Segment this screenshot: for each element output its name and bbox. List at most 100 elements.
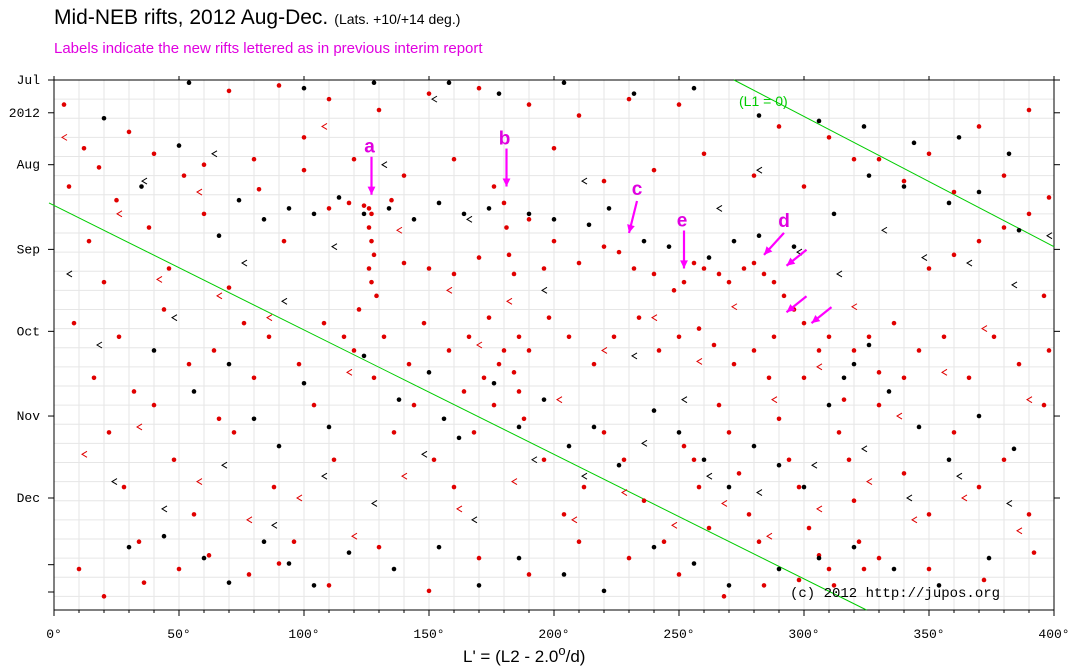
red-point: [591, 361, 597, 367]
black-point: [701, 457, 707, 463]
red-point: [621, 457, 627, 463]
black-point: [386, 206, 392, 211]
red-open-marker: [196, 188, 203, 196]
red-point: [116, 334, 122, 340]
red-open-marker: [866, 478, 873, 486]
red-open-marker: [896, 412, 903, 420]
red-point: [326, 206, 332, 211]
rift-arrow-extra-head: [786, 257, 796, 266]
black-point: [976, 413, 982, 419]
red-point: [796, 577, 802, 583]
black-point: [641, 238, 647, 244]
red-point: [326, 96, 332, 102]
chart-title: Mid-NEB rifts, 2012 Aug-Dec. (Lats. +10/+…: [54, 6, 460, 30]
red-point: [271, 484, 277, 490]
rift-label-c: c: [632, 179, 643, 200]
black-point: [276, 443, 282, 449]
black-point: [516, 555, 522, 561]
red-point: [856, 539, 862, 545]
black-point: [916, 424, 922, 430]
black-open-marker: [681, 396, 688, 404]
red-open-marker: [556, 396, 563, 404]
black-point: [346, 550, 352, 555]
red-point: [551, 238, 557, 244]
black-point: [591, 424, 597, 430]
red-point: [171, 457, 177, 463]
black-point: [541, 397, 547, 402]
red-point: [426, 588, 432, 594]
red-point: [786, 457, 792, 463]
red-open-marker: [116, 210, 123, 218]
red-point: [446, 348, 452, 353]
red-point: [751, 348, 757, 353]
rift-arrow-extra-head: [786, 304, 796, 313]
red-open-marker: [136, 423, 143, 431]
red-point: [66, 184, 72, 189]
red-point: [651, 271, 657, 277]
black-point: [426, 370, 432, 375]
l1-line: [733, 79, 1055, 248]
red-open-marker: [571, 516, 578, 524]
black-open-marker: [1006, 500, 1013, 507]
black-point: [726, 484, 732, 490]
red-point: [891, 320, 897, 326]
red-point: [721, 594, 727, 599]
black-open-marker: [221, 461, 228, 469]
red-point: [826, 334, 832, 340]
black-point: [776, 462, 782, 468]
red-point: [411, 402, 417, 408]
black-point: [831, 211, 837, 217]
black-point: [446, 80, 452, 86]
red-point: [131, 389, 137, 394]
red-point: [711, 342, 717, 348]
black-open-marker: [431, 95, 438, 103]
red-point: [981, 577, 987, 583]
rift-arrow-b-head: [502, 178, 511, 187]
black-point: [1016, 227, 1022, 233]
red-point: [71, 320, 77, 326]
red-open-marker: [766, 532, 773, 540]
red-point: [241, 320, 247, 326]
red-point: [876, 402, 882, 408]
black-point: [496, 91, 502, 96]
red-point: [851, 498, 857, 504]
red-point: [751, 173, 757, 178]
red-open-marker: [961, 494, 968, 502]
black-point: [986, 555, 992, 561]
red-point: [176, 566, 182, 572]
black-point: [491, 380, 497, 386]
black-point: [751, 443, 757, 449]
black-open-marker: [966, 259, 973, 267]
black-open-marker: [1011, 281, 1018, 289]
red-point: [1041, 293, 1047, 299]
black-point: [561, 572, 567, 577]
red-point: [431, 457, 437, 463]
red-point: [231, 430, 237, 435]
black-open-marker: [331, 243, 338, 251]
red-point: [76, 566, 82, 572]
red-point: [96, 165, 102, 170]
black-point: [616, 462, 622, 468]
red-point: [491, 184, 497, 189]
red-point: [401, 260, 407, 266]
red-point: [211, 348, 217, 353]
black-point: [456, 435, 462, 441]
red-point: [656, 348, 662, 353]
red-point: [851, 348, 857, 353]
y-tick-label: Aug: [17, 158, 40, 173]
red-point: [201, 162, 207, 167]
red-open-marker: [621, 489, 628, 496]
red-point: [366, 225, 372, 230]
black-point: [461, 211, 467, 217]
black-point: [201, 555, 207, 561]
red-point: [876, 555, 882, 561]
red-open-marker: [771, 396, 778, 404]
red-point: [281, 238, 287, 244]
red-point: [451, 271, 457, 277]
red-open-marker: [1016, 527, 1023, 535]
red-point: [426, 266, 432, 271]
black-open-marker: [421, 450, 428, 458]
red-point: [371, 375, 377, 381]
red-open-marker: [351, 532, 358, 540]
